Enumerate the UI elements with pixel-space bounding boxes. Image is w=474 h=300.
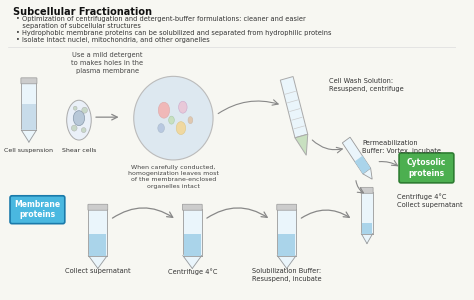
Bar (362, 223, 372, 234)
Text: Collect supernatant: Collect supernatant (397, 202, 463, 208)
Polygon shape (342, 137, 371, 174)
Text: Centrifuge 4°C: Centrifuge 4°C (167, 268, 217, 275)
Bar (278, 235, 295, 256)
Text: • Hydrophobic membrane proteins can be solubilized and separated from hydrophili: • Hydrophobic membrane proteins can be s… (16, 30, 331, 36)
Polygon shape (277, 256, 296, 268)
Polygon shape (89, 256, 107, 268)
Text: • Isolate intact nuclei, mitochondria, and other organelles: • Isolate intact nuclei, mitochondria, a… (16, 37, 210, 43)
Ellipse shape (158, 124, 164, 133)
Ellipse shape (188, 117, 193, 124)
Text: Cell suspension: Cell suspension (4, 148, 54, 153)
Ellipse shape (179, 101, 187, 113)
Text: Solubilization Buffer:
Resuspend, incubate: Solubilization Buffer: Resuspend, incuba… (252, 268, 321, 282)
Text: Cytosolic
proteins: Cytosolic proteins (407, 158, 446, 178)
Circle shape (82, 107, 88, 113)
Polygon shape (363, 168, 372, 179)
Text: Collect supernatant: Collect supernatant (65, 268, 131, 274)
Circle shape (73, 106, 77, 110)
Polygon shape (295, 134, 308, 155)
Text: • Optimization of centrifugation and detergent-buffer formulations: cleaner and : • Optimization of centrifugation and det… (16, 16, 305, 22)
Circle shape (72, 125, 77, 131)
FancyBboxPatch shape (88, 204, 108, 210)
FancyBboxPatch shape (21, 78, 37, 84)
Polygon shape (21, 130, 36, 142)
Bar (90, 235, 106, 256)
Text: Permeabilization
Buffer: Vortex, incubate: Permeabilization Buffer: Vortex, incubat… (362, 140, 441, 154)
Text: Shear cells: Shear cells (62, 148, 96, 153)
Text: Cell Wash Solution:
Resuspend, centrifuge: Cell Wash Solution: Resuspend, centrifug… (329, 78, 404, 92)
FancyBboxPatch shape (89, 209, 107, 256)
Bar (22, 104, 36, 130)
Circle shape (134, 76, 213, 160)
Text: When carefully conducted,
homogenization leaves most
of the membrane-enclosed
or: When carefully conducted, homogenization… (128, 165, 219, 188)
FancyBboxPatch shape (183, 209, 202, 256)
Text: Membrane
proteins: Membrane proteins (14, 200, 61, 219)
FancyBboxPatch shape (399, 153, 454, 183)
Polygon shape (280, 76, 308, 138)
Text: Use a mild detergent
to makes holes in the
plasma membrane: Use a mild detergent to makes holes in t… (71, 52, 143, 74)
FancyBboxPatch shape (361, 187, 373, 193)
FancyBboxPatch shape (277, 209, 296, 256)
FancyBboxPatch shape (10, 196, 65, 224)
Bar (184, 235, 201, 256)
FancyBboxPatch shape (361, 192, 373, 234)
Polygon shape (361, 234, 373, 244)
Circle shape (82, 128, 86, 133)
Ellipse shape (169, 116, 174, 124)
Text: separation of subcellular structures: separation of subcellular structures (16, 22, 141, 28)
Ellipse shape (73, 111, 85, 126)
Ellipse shape (176, 122, 186, 135)
FancyBboxPatch shape (277, 204, 297, 210)
FancyBboxPatch shape (21, 82, 36, 130)
Polygon shape (183, 256, 202, 268)
Polygon shape (355, 156, 371, 174)
Text: Subcellular Fractionation: Subcellular Fractionation (13, 7, 152, 17)
Ellipse shape (158, 102, 170, 118)
Text: Centrifuge 4°C: Centrifuge 4°C (397, 193, 447, 200)
Ellipse shape (67, 100, 91, 140)
FancyBboxPatch shape (182, 204, 202, 210)
